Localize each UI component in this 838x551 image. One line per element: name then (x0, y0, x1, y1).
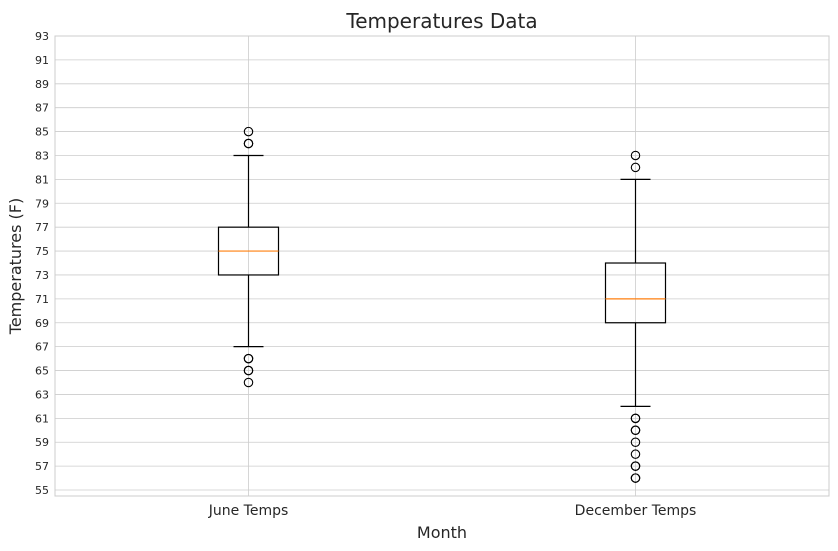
y-tick-label: 75 (35, 245, 49, 258)
boxes-group (217, 126, 667, 483)
y-tick-label: 83 (35, 149, 49, 162)
outlier-point (630, 413, 641, 424)
y-tick-label: 93 (35, 30, 49, 43)
outlier-point (630, 425, 641, 436)
y-tick-label: 65 (35, 365, 49, 378)
y-tick-label: 71 (35, 293, 49, 306)
outlier-point (243, 377, 254, 388)
x-tick-label: December Temps (575, 503, 697, 519)
y-tick-label: 69 (35, 317, 49, 330)
y-tick-label: 85 (35, 126, 49, 139)
plot-frame (54, 35, 830, 497)
y-tick-label: 59 (35, 436, 49, 449)
y-tick-label: 91 (35, 54, 49, 67)
y-tick-label: 61 (35, 412, 49, 425)
axis-ticks: 55 57 59 61 63 65 67 69 71 73 75 77 79 81 83 85 87 89 91 93… (35, 30, 696, 519)
y-tick-label: 89 (35, 78, 49, 91)
y-tick-label: 87 (35, 102, 49, 115)
y-tick-label: 55 (35, 484, 49, 497)
box-iqr (604, 262, 667, 324)
y-tick-label: 73 (35, 269, 49, 282)
outlier-point (243, 138, 254, 149)
chart-title: Temperatures Data (345, 9, 537, 33)
box-group (217, 126, 280, 388)
outlier-point (243, 353, 254, 364)
outlier-point (243, 365, 254, 376)
y-tick-label: 77 (35, 221, 49, 234)
x-tick-label: June Temps (208, 503, 289, 519)
y-tick-label: 63 (35, 388, 49, 401)
outlier-point (630, 150, 641, 161)
outlier-point (630, 449, 641, 459)
y-tick-label: 67 (35, 341, 49, 354)
outlier-point (243, 126, 254, 137)
outlier-point (630, 162, 641, 173)
y-axis-label: Temperatures (F) (6, 198, 25, 335)
outlier-point (630, 437, 641, 447)
y-tick-label: 81 (35, 173, 49, 186)
y-tick-label: 79 (35, 197, 49, 210)
box-group (604, 150, 667, 483)
outlier-point (630, 461, 641, 471)
outlier-point (630, 473, 641, 483)
y-tick-label: 57 (35, 460, 49, 473)
grid-lines (55, 35, 829, 496)
x-axis-label: Month (417, 523, 467, 542)
